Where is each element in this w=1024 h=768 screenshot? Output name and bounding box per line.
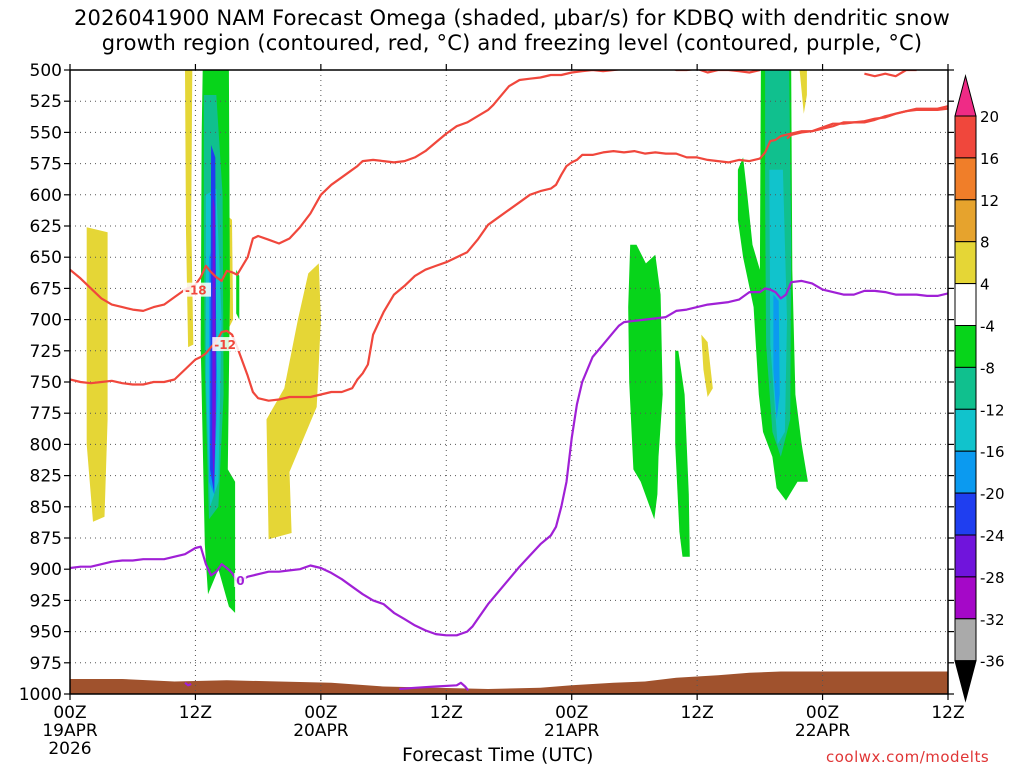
x-tick-label-0-0: 00Z <box>53 703 86 723</box>
colorbar-swatch-1 <box>954 115 977 159</box>
y-tick-label-10: 750 <box>30 373 62 393</box>
colorbar-label-0: 20 <box>980 108 999 126</box>
colorbar-label-2: 12 <box>980 192 999 210</box>
x-tick-label-4-0: 00Z <box>555 703 588 723</box>
colorbar-swatch-10 <box>954 492 977 536</box>
colorbar-label-7: -12 <box>980 401 1005 419</box>
y-tick-label-5: 625 <box>30 217 62 237</box>
colorbar-swatch-13 <box>954 618 977 662</box>
x-tick-label-2-0: 00Z <box>304 703 337 723</box>
x-tick-label-0-1: 19APR <box>42 721 98 741</box>
chart-title-line-2: growth region (contoured, red, °C) and f… <box>101 31 923 55</box>
x-tick-label-4-1: 21APR <box>544 721 600 741</box>
y-tick-label-13: 825 <box>30 467 62 487</box>
contour-label-3: -12 <box>214 338 236 352</box>
colorbar-swatch-3 <box>954 199 977 243</box>
colorbar-label-11: -28 <box>980 569 1005 587</box>
x-tick-label-1-0: 12Z <box>179 703 212 723</box>
y-tick-label-7: 675 <box>30 279 62 299</box>
y-tick-label-8: 700 <box>30 311 62 331</box>
contour-label-0: -18 <box>185 284 207 298</box>
colorbar-label-5: -4 <box>980 318 995 336</box>
x-tick-label-6-1: 22APR <box>795 721 851 741</box>
x-tick-label-6-0: 00Z <box>806 703 839 723</box>
colorbar-swatch-4 <box>954 241 977 285</box>
chart-title: 2026041900 NAM Forecast Omega (shaded, μ… <box>0 6 1024 56</box>
colorbar-swatch-5 <box>954 283 977 327</box>
y-tick-label-4: 600 <box>30 186 62 206</box>
y-tick-label-12: 800 <box>30 435 62 455</box>
contour-1 <box>864 70 917 78</box>
y-tick-label-17: 925 <box>30 591 62 611</box>
y-tick-label-16: 900 <box>30 560 62 580</box>
y-tick-label-18: 950 <box>30 623 62 643</box>
colorbar-bottom-arrow <box>954 660 977 703</box>
y-tick-label-19: 975 <box>30 654 62 674</box>
y-tick-label-3: 575 <box>30 155 62 175</box>
colorbar-label-8: -16 <box>980 443 1005 461</box>
colorbar-label-4: 4 <box>980 276 990 294</box>
contour-5 <box>184 681 192 687</box>
colorbar-swatch-12 <box>954 576 977 620</box>
omega-region-5 <box>799 70 807 114</box>
colorbar-swatch-2 <box>954 157 977 201</box>
y-tick-label-14: 850 <box>30 498 62 518</box>
colorbar-label-9: -20 <box>980 485 1005 503</box>
contour-label-4: 0 <box>236 574 244 588</box>
plot-area: -18 -12 0 <box>70 70 948 694</box>
omega-region-16 <box>773 294 780 420</box>
x-axis-title: Forecast Time (UTC) <box>402 744 594 766</box>
x-tick-label-2-1: 20APR <box>293 721 349 741</box>
y-tick-label-20: 1000 <box>19 685 62 705</box>
x-tick-label-5-0: 12Z <box>681 703 714 723</box>
colorbar-swatch-11 <box>954 534 977 578</box>
y-tick-label-6: 650 <box>30 248 62 268</box>
y-tick-label-0: 500 <box>30 61 62 81</box>
colorbar-label-10: -24 <box>980 527 1005 545</box>
y-tick-label-9: 725 <box>30 342 62 362</box>
colorbar-label-1: 16 <box>980 150 999 168</box>
contour-6 <box>399 681 470 691</box>
x-tick-label-0-2: 2026 <box>48 739 91 759</box>
y-tick-label-2: 550 <box>30 123 62 143</box>
omega-region-7 <box>236 269 240 320</box>
omega-region-9 <box>675 350 690 557</box>
colorbar-swatch-6 <box>954 325 977 368</box>
y-tick-label-11: 775 <box>30 404 62 424</box>
contour-4 <box>70 279 948 637</box>
colorbar-label-12: -32 <box>980 611 1005 629</box>
colorbar-top-arrow <box>954 74 977 117</box>
y-tick-label-1: 525 <box>30 92 62 112</box>
colorbar-swatch-9 <box>954 450 977 494</box>
contour-label-bg-4 <box>234 572 247 587</box>
y-tick-label-15: 875 <box>30 529 62 549</box>
x-tick-label-3-0: 12Z <box>430 703 463 723</box>
omega-region-3 <box>266 263 321 540</box>
colorbar-label-13: -36 <box>980 653 1005 671</box>
colorbar-label-3: 8 <box>980 234 990 252</box>
colorbar-swatch-7 <box>954 366 977 410</box>
contour-label-bg-3 <box>212 337 241 352</box>
omega-region-1 <box>185 70 194 348</box>
chart-title-line-1: 2026041900 NAM Forecast Omega (shaded, μ… <box>73 6 951 30</box>
omega-region-4 <box>701 334 713 397</box>
colorbar-swatch-8 <box>954 408 977 452</box>
omega-region-0 <box>86 227 108 522</box>
colorbar-label-6: -8 <box>980 359 995 377</box>
x-tick-label-7-0: 12Z <box>931 703 964 723</box>
terrain-fill <box>70 671 948 694</box>
contour-label-bg-0 <box>182 282 211 297</box>
credit-text: coolwx.com/modelts <box>826 748 990 766</box>
